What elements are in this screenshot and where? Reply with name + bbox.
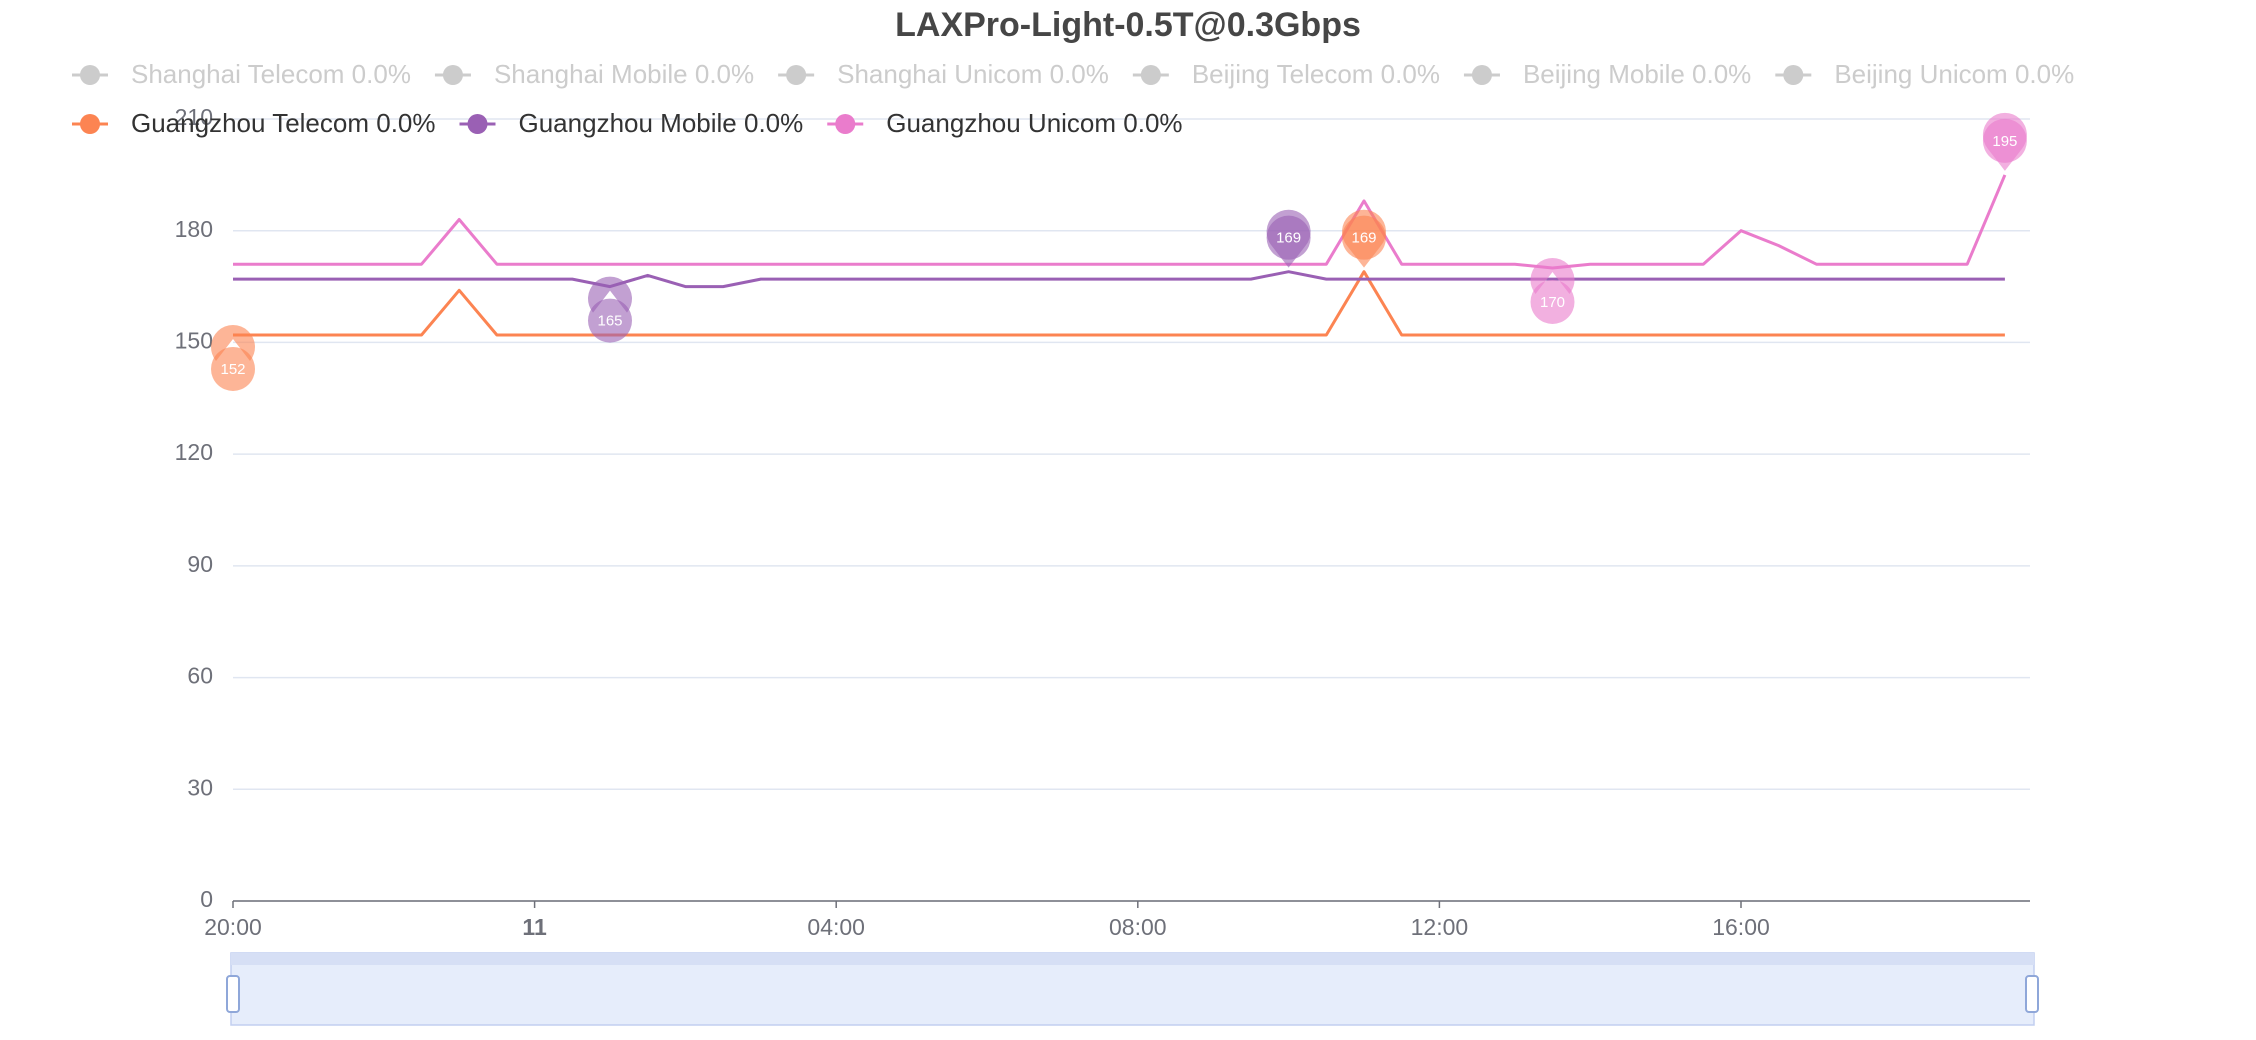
mark-pin-head [588,298,632,343]
y-tick-label: 30 [187,774,213,800]
mark-pin-label: 195 [1992,133,2017,150]
mark-pin-head [1342,215,1386,260]
x-tick-label: 08:00 [1109,914,1167,940]
legend-item[interactable]: Shanghai Unicom 0.0% [778,59,1109,89]
zoom-handle-left[interactable] [226,975,240,1013]
mark-pin-head [1530,279,1575,324]
legend-item[interactable]: Guangzhou Telecom 0.0% [72,108,436,138]
legend-label: Shanghai Telecom 0.0% [131,59,411,89]
legend-symbol [1471,65,1492,85]
legend-item[interactable]: Shanghai Telecom 0.0% [72,59,411,89]
legend-label: Guangzhou Unicom 0.0% [886,108,1182,138]
mark-pin-head [1982,118,2027,163]
legend-symbol [1783,65,1804,85]
mark-pin-head [1266,215,1311,260]
x-tick-label: 12:00 [1411,914,1469,940]
legend-label: Beijing Unicom 0.0% [1834,59,2074,89]
legend-symbol [442,65,463,85]
series-line [233,270,2005,289]
legend-symbol [80,65,100,85]
legend-symbol [835,114,856,134]
legend-label: Beijing Mobile 0.0% [1523,59,1751,89]
y-tick-label: 180 [175,216,213,242]
y-tick-label: 90 [187,551,213,577]
legend-label: Guangzhou Telecom 0.0% [131,108,436,138]
mark-pin-head [211,346,255,391]
x-tick-label: 20:00 [204,914,262,940]
legend-symbol [467,114,488,134]
mark-pin-label: 152 [220,361,245,378]
legend-symbol [80,114,100,134]
chart-title: LAXPro-Light-0.5T@0.3Gbps [895,6,1361,44]
y-tick-label: 0 [200,886,213,912]
mark-pin-label: 170 [1540,294,1565,311]
legend-label: Guangzhou Mobile 0.0% [519,108,804,138]
legend-label: Shanghai Unicom 0.0% [837,59,1109,89]
zoom-handle-right[interactable] [2025,975,2039,1013]
zoom-slider-bar[interactable] [231,953,2034,965]
y-tick-label: 120 [175,439,213,465]
x-tick-label: 04:00 [807,914,865,940]
y-tick-label: 60 [187,663,213,689]
legend-symbol [786,65,807,85]
legend-item[interactable]: Beijing Unicom 0.0% [1775,59,2074,89]
mark-pin-label: 169 [1276,230,1301,247]
x-tick-label: 16:00 [1712,914,1770,940]
legend-item[interactable]: Shanghai Mobile 0.0% [434,59,754,89]
legend-label: Beijing Telecom 0.0% [1192,59,1440,89]
legend-label: Shanghai Mobile 0.0% [494,59,754,89]
y-tick-label: 150 [175,328,213,354]
legend-symbol [1140,65,1161,85]
series-line [233,270,2005,337]
legend-item[interactable]: Guangzhou Mobile 0.0% [459,108,804,138]
x-tick-label: 11 [522,914,547,940]
legend-item[interactable]: Beijing Mobile 0.0% [1463,59,1751,89]
legend-item[interactable]: Beijing Telecom 0.0% [1132,59,1440,89]
series-line [233,174,2007,270]
mark-pin-label: 169 [1351,230,1376,247]
mark-pin-label: 165 [597,313,622,330]
y-tick-label: 210 [175,104,213,130]
legend-item[interactable]: Guangzhou Unicom 0.0% [827,108,1183,138]
